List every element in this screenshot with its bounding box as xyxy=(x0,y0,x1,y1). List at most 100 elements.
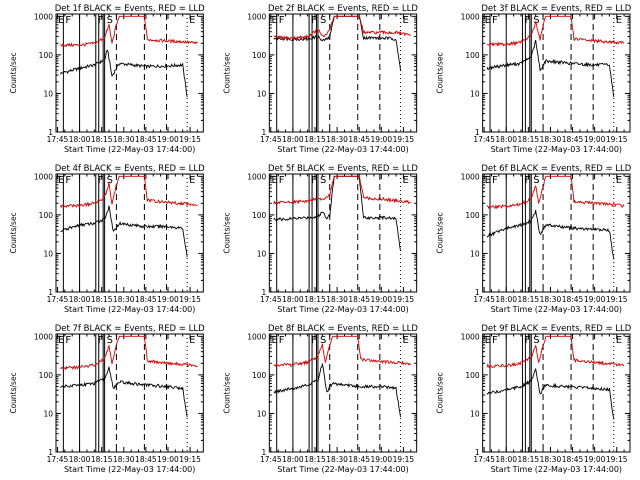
y-tick-label: 10 xyxy=(470,249,480,258)
x-axis-label: Start Time (22-May-03 17:44:00) xyxy=(64,145,195,154)
x-tick-label: 18:00 xyxy=(69,455,91,464)
segment-label: S xyxy=(107,15,113,26)
y-axis-label: Counts/sec xyxy=(9,52,18,93)
x-axis-label: Start Time (22-May-03 17:44:00) xyxy=(491,305,622,314)
series-line-events xyxy=(486,210,615,260)
x-tick-label: 17:45 xyxy=(473,455,495,464)
x-tick-label: 19:15 xyxy=(393,295,415,304)
plot-frame xyxy=(55,173,204,293)
y-tick-label: 10 xyxy=(257,249,267,258)
y-tick-label: 1000 xyxy=(247,12,266,21)
panel-title: Det 4f BLACK = Events, RED = LLD xyxy=(55,164,205,174)
detector-panel-7: Det 7f BLACK = Events, RED = LLD 1 10 100 10… xyxy=(9,324,205,474)
segment-label: E xyxy=(189,15,195,26)
x-tick-label: 18:15 xyxy=(91,295,113,304)
segment-label: E xyxy=(58,15,64,26)
x-tick-label: 18:45 xyxy=(135,135,157,144)
y-tick-label: 10 xyxy=(43,409,53,418)
x-tick-label: 19:00 xyxy=(584,135,606,144)
segment-label: F xyxy=(492,175,498,186)
y-tick-label: 1 xyxy=(475,288,480,297)
series-line-events xyxy=(60,366,188,418)
x-tick-label: 19:00 xyxy=(370,295,392,304)
plot-frame xyxy=(482,13,631,133)
series-line-events xyxy=(486,367,615,420)
segment-label: E xyxy=(271,335,277,346)
x-tick-label: 18:45 xyxy=(135,455,157,464)
plot-frame xyxy=(55,13,204,133)
y-tick-label: 100 xyxy=(39,51,54,60)
x-tick-label: 18:45 xyxy=(135,295,157,304)
x-tick-label: 18:15 xyxy=(304,295,326,304)
y-tick-label: 100 xyxy=(39,211,54,220)
y-tick-label: 100 xyxy=(465,371,480,380)
x-tick-label: 18:30 xyxy=(113,135,135,144)
x-axis-label: Start Time (22-May-03 17:44:00) xyxy=(277,465,408,474)
segment-label: F xyxy=(279,175,285,186)
x-tick-label: 17:45 xyxy=(47,135,69,144)
detector-panel-9: Det 9f BLACK = Events, RED = LLD 1 10 100 10… xyxy=(436,324,632,474)
x-tick-label: 18:15 xyxy=(91,455,113,464)
segment-label: S xyxy=(533,175,539,186)
segment-label: E xyxy=(58,175,64,186)
y-tick-label: 1000 xyxy=(461,12,480,21)
panel-title: Det 6f BLACK = Events, RED = LLD xyxy=(481,164,631,174)
segment-label: S xyxy=(533,15,539,26)
x-tick-label: 18:15 xyxy=(304,135,326,144)
y-tick-label: 1000 xyxy=(34,12,53,21)
segment-label: E xyxy=(616,335,622,346)
x-tick-label: 18:00 xyxy=(282,455,304,464)
x-tick-label: 18:15 xyxy=(304,455,326,464)
series-line-lld xyxy=(486,175,625,210)
x-tick-label: 17:45 xyxy=(473,135,495,144)
segment-label: E xyxy=(485,335,491,346)
y-tick-label: 100 xyxy=(465,211,480,220)
y-axis-label: Counts/sec xyxy=(9,372,18,413)
series-line-events xyxy=(486,39,615,98)
x-tick-label: 18:45 xyxy=(348,295,370,304)
x-tick-label: 19:15 xyxy=(606,295,628,304)
x-tick-label: 18:30 xyxy=(540,135,562,144)
series-line-lld xyxy=(273,15,411,42)
y-tick-label: 1000 xyxy=(461,172,480,181)
x-tick-label: 18:45 xyxy=(348,455,370,464)
y-axis-label: Counts/sec xyxy=(436,212,445,253)
series-line-lld xyxy=(60,335,198,371)
y-tick-label: 1000 xyxy=(34,332,53,341)
y-tick-label: 10 xyxy=(43,249,53,258)
x-tick-label: 18:00 xyxy=(495,135,517,144)
series-line-lld xyxy=(59,175,198,209)
plot-frame xyxy=(268,13,418,133)
x-tick-label: 17:45 xyxy=(47,295,69,304)
segment-label: E xyxy=(616,15,622,26)
y-tick-label: 100 xyxy=(465,51,480,60)
y-axis-label: Counts/sec xyxy=(222,52,231,93)
x-tick-label: 19:00 xyxy=(370,455,392,464)
panel-title: Det 8f BLACK = Events, RED = LLD xyxy=(268,324,418,334)
y-tick-label: 10 xyxy=(470,89,480,98)
series-line-events xyxy=(273,362,401,418)
x-tick-label: 18:30 xyxy=(540,455,562,464)
y-tick-label: 1 xyxy=(475,128,480,137)
y-axis-label: Counts/sec xyxy=(222,212,231,253)
x-tick-label: 18:45 xyxy=(348,135,370,144)
segment-label: F xyxy=(279,15,285,26)
segment-label: F xyxy=(98,175,104,186)
plot-frame xyxy=(482,333,631,453)
detector-panel-1: Det 1f BLACK = Events, RED = LLD 1 10 100 10… xyxy=(9,4,205,154)
segment-label: E xyxy=(189,175,195,186)
segment-label: F xyxy=(311,335,317,346)
segment-label: S xyxy=(107,335,113,346)
x-tick-label: 18:30 xyxy=(326,295,348,304)
y-axis-label: Counts/sec xyxy=(9,212,18,253)
x-tick-label: 17:45 xyxy=(47,455,69,464)
series-line-lld xyxy=(273,335,411,367)
x-tick-label: 18:15 xyxy=(518,295,540,304)
x-tick-label: 19:15 xyxy=(393,135,415,144)
x-tick-label: 18:00 xyxy=(69,135,91,144)
series-line-lld xyxy=(60,15,198,48)
detector-panel-6: Det 6f BLACK = Events, RED = LLD 1 10 100 10… xyxy=(436,164,632,314)
x-tick-label: 18:15 xyxy=(91,135,113,144)
x-tick-label: 18:15 xyxy=(518,135,540,144)
x-tick-label: 19:00 xyxy=(370,135,392,144)
